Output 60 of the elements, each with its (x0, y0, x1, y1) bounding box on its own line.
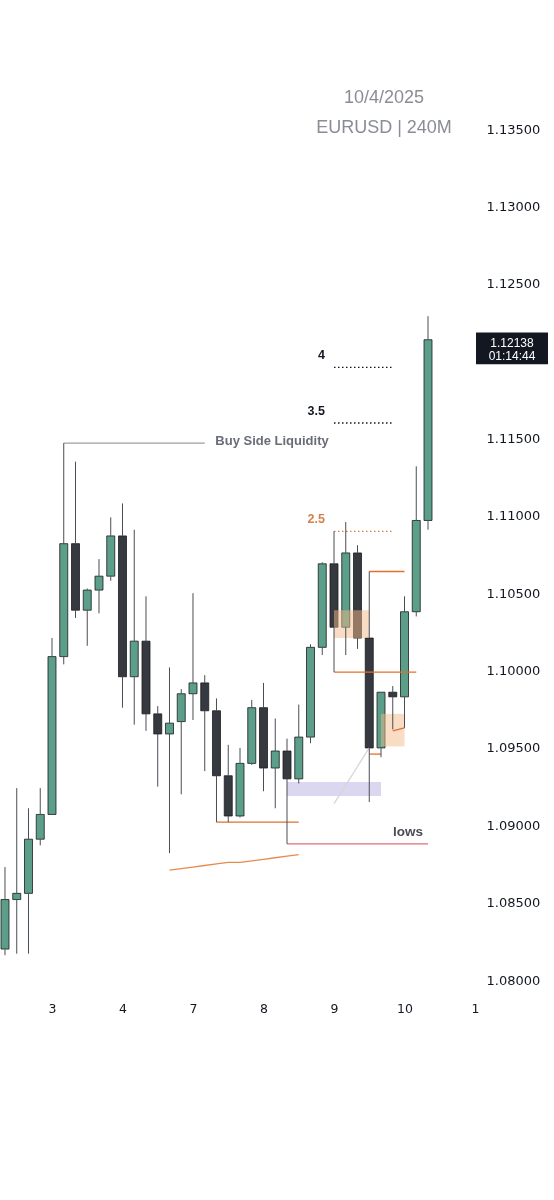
text: 01:14:44 (488, 348, 536, 363)
candlestick (341, 521, 351, 656)
y-tick-label: 1.09500 (486, 740, 541, 756)
x-tick-label: 7 (189, 1000, 198, 1016)
candlestick (329, 530, 339, 673)
candlestick (71, 461, 80, 619)
candlestick (106, 516, 116, 582)
candlestick (212, 697, 221, 823)
y-tick-label: 1.08500 (486, 895, 541, 911)
text: 1.12138 (490, 335, 535, 350)
candlestick (235, 747, 245, 819)
y-tick-label: 1.10500 (486, 585, 541, 601)
candlestick (141, 595, 151, 732)
candlestick (35, 787, 45, 846)
candlestick (200, 674, 210, 772)
y-tick-label: 1.08000 (486, 972, 541, 988)
x-tick-label: 8 (260, 1000, 269, 1016)
candlestick (282, 738, 292, 845)
candlestick (423, 315, 433, 531)
series-label: 4 (318, 348, 326, 363)
series-label: 2.5 (307, 512, 326, 527)
line-series (333, 747, 370, 805)
x-tick-label: 9 (330, 1000, 339, 1016)
y-tick-label: 1.09000 (486, 817, 541, 833)
candlestick (400, 595, 409, 729)
candlestick (270, 718, 280, 809)
candlestick (388, 685, 398, 730)
annotation: Buy Side Liquidity (215, 433, 330, 448)
candlestick (353, 544, 362, 650)
candlestick (176, 688, 186, 795)
x-tick-label: 10 (397, 1000, 413, 1016)
candlestick (188, 592, 198, 721)
y-tick-label: 1.11000 (486, 508, 541, 524)
annotation: lows (392, 824, 424, 839)
candlestick (94, 558, 104, 614)
x-tick-label: 3 (48, 1000, 57, 1016)
x-tick-label: 1 (471, 1000, 480, 1016)
y-tick-label: 1.11500 (486, 430, 541, 446)
candlestick (129, 529, 139, 726)
series-label: 3.5 (307, 403, 326, 418)
candlestick (223, 744, 233, 823)
candlestick (247, 699, 257, 766)
candlestick (165, 666, 174, 854)
candlestick (153, 705, 163, 788)
candlestick (317, 561, 327, 656)
candlestick (0, 866, 10, 956)
candlestick (364, 571, 374, 803)
candlestick (259, 682, 268, 792)
line-series (168, 854, 300, 871)
candlestick (306, 643, 315, 744)
candlestick (24, 807, 33, 955)
x-tick-label: 4 (119, 1000, 128, 1016)
y-tick-label: 1.12500 (486, 276, 541, 292)
y-tick-label: 1.13500 (486, 121, 541, 137)
chart-title: 10/4/2025 (343, 87, 425, 107)
y-tick-label: 1.13000 (486, 198, 541, 214)
candlestick (118, 502, 127, 709)
chart-subtitle: EURUSD | 240M (316, 117, 452, 137)
y-tick-label: 1.10000 (486, 663, 541, 679)
candlestick (12, 787, 22, 955)
